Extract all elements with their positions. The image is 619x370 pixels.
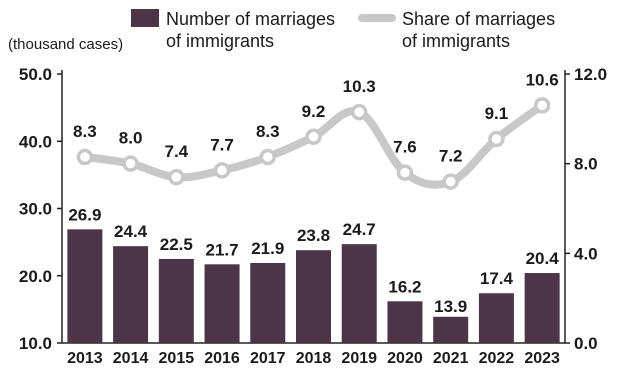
line-point — [305, 128, 322, 146]
bar — [204, 264, 240, 343]
left-tick-label: 40.0 — [19, 132, 52, 151]
line-value-label: 8.0 — [119, 129, 143, 148]
bar-value-label: 21.7 — [205, 240, 238, 259]
bar-value-label: 17.4 — [480, 269, 514, 288]
line-point — [168, 168, 185, 186]
x-tick-label: 2015 — [159, 350, 195, 367]
line-point — [213, 162, 231, 179]
line-value-label: 7.7 — [210, 135, 234, 154]
line-value-label: 7.4 — [164, 142, 188, 161]
axes: 10.0 20.0 30.0 40.0 50.0 0.0 4.0 8.0 12.0 2013 201… — [19, 65, 607, 367]
bar-value-label: 20.4 — [526, 249, 560, 268]
legend-label-bars: of immigrants — [166, 31, 274, 51]
bar-value-label: 21.9 — [251, 239, 284, 258]
bar-value-label: 24.4 — [114, 222, 148, 241]
line-point — [533, 97, 551, 114]
x-tick-label: 2019 — [341, 350, 377, 367]
right-tick-label: 8.0 — [574, 155, 598, 174]
x-tick-label: 2014 — [113, 350, 149, 367]
x-tick-label: 2016 — [204, 350, 240, 367]
line-point — [442, 173, 459, 190]
bar — [387, 301, 423, 343]
legend-label-line: of immigrants — [402, 31, 510, 51]
right-tick-label: 0.0 — [574, 334, 598, 353]
legend-label-line: Share of marriages — [402, 9, 555, 29]
bar-value-label: 22.5 — [160, 235, 193, 254]
left-tick-label: 30.0 — [19, 200, 52, 219]
bar-value-label: 24.7 — [343, 220, 376, 239]
line-point — [122, 155, 139, 172]
x-tick-label: 2017 — [250, 350, 286, 367]
x-tick-label: 2022 — [479, 350, 515, 367]
bar — [433, 316, 469, 343]
right-tick-label: 4.0 — [574, 244, 598, 263]
bar — [250, 262, 286, 343]
bar-value-label: 16.2 — [388, 277, 421, 296]
bar-value-label: 13.9 — [434, 297, 467, 316]
bar — [113, 246, 149, 343]
line-value-label: 10.6 — [526, 70, 559, 89]
line-point — [396, 164, 414, 181]
line-point — [76, 148, 94, 166]
bar-value-label: 23.8 — [297, 226, 330, 245]
bar — [524, 273, 560, 343]
line-value-label: 10.3 — [343, 77, 376, 96]
line-value-label: 8.3 — [73, 122, 97, 141]
bar — [341, 244, 377, 343]
line-value-label: 9.1 — [485, 104, 509, 123]
bar — [296, 250, 331, 343]
left-tick-label: 20.0 — [19, 267, 52, 286]
line-point — [259, 148, 277, 166]
line-value-label: 7.2 — [439, 147, 463, 166]
line-point — [350, 103, 368, 121]
x-tick-label: 2020 — [387, 350, 423, 367]
line-point — [488, 130, 505, 148]
data-labels: 26.9 24.4 22.5 21.7 21.9 23.8 24.7 16.2 13.9 17.4… — [68, 70, 559, 315]
line-value-label: 7.6 — [393, 138, 417, 157]
line-value-label: 9.2 — [302, 102, 326, 121]
right-tick-label: 12.0 — [574, 65, 607, 84]
left-tick-label: 50.0 — [19, 65, 52, 84]
x-tick-label: 2018 — [296, 350, 332, 367]
bar — [158, 258, 194, 343]
x-tick-label: 2013 — [67, 350, 103, 367]
bar-series — [67, 229, 560, 343]
legend-label-bars: Number of marriages — [166, 9, 335, 29]
left-tick-label: 10.0 — [19, 334, 52, 353]
legend-swatch-bars — [131, 9, 159, 27]
line-value-label: 8.3 — [256, 122, 280, 141]
line-series — [76, 97, 551, 190]
x-tick-label: 2021 — [433, 350, 469, 367]
bar-value-label: 26.9 — [68, 205, 101, 224]
bar — [67, 229, 103, 343]
y-axis-unit-label: (thousand cases) — [8, 36, 123, 53]
bar — [478, 293, 514, 343]
x-tick-label: 2023 — [524, 350, 560, 367]
